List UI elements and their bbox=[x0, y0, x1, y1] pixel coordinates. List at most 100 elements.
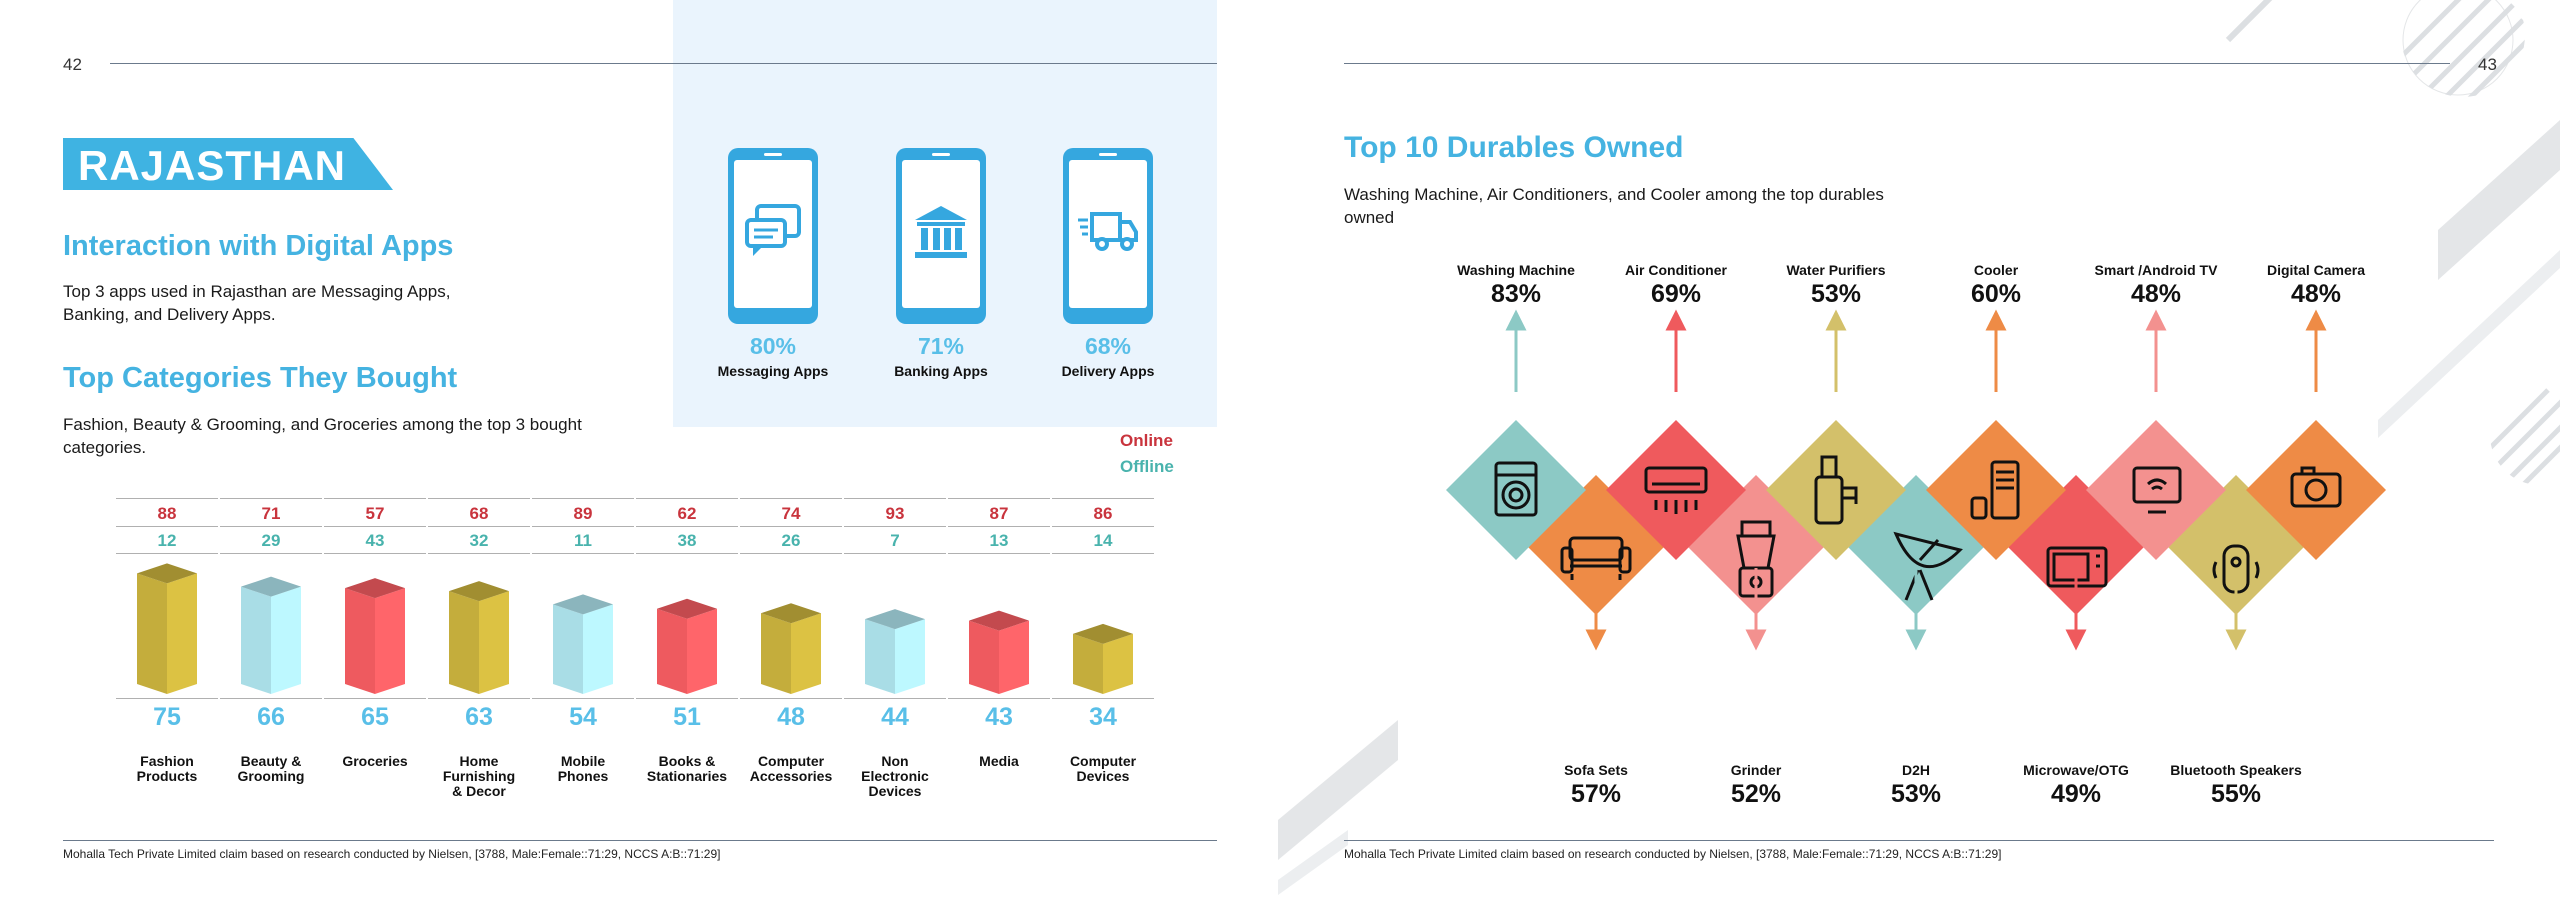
offline-value: 12 bbox=[157, 531, 177, 550]
durable-percent: 83% bbox=[1490, 280, 1542, 308]
bar-front-right bbox=[1103, 633, 1133, 694]
bar-front-right bbox=[791, 613, 821, 694]
row-divider bbox=[220, 498, 322, 499]
online-value: 62 bbox=[677, 504, 697, 523]
offline-value: 43 bbox=[365, 531, 385, 550]
row-divider bbox=[116, 498, 218, 499]
bar-top bbox=[553, 594, 613, 615]
row-divider bbox=[1052, 698, 1154, 699]
total-value: 43 bbox=[985, 703, 1013, 731]
bar-top bbox=[345, 578, 405, 599]
durable-smart-tv: Smart /Android TV 48% bbox=[2076, 262, 2236, 309]
durable-percent: 48% bbox=[2130, 280, 2182, 308]
diamond-water-purifier bbox=[1766, 420, 1906, 560]
bar-top bbox=[865, 609, 925, 630]
water-purifier-icon bbox=[1814, 455, 1858, 525]
offline-value: 7 bbox=[890, 531, 900, 550]
diamond-camera bbox=[2246, 420, 2386, 560]
row-divider bbox=[116, 526, 218, 527]
bar-front-right bbox=[583, 604, 613, 694]
row-divider bbox=[948, 698, 1050, 699]
durable-name: Washing Machine bbox=[1457, 262, 1575, 278]
bar-front-left bbox=[657, 608, 687, 694]
online-value: 86 bbox=[1093, 504, 1113, 523]
legend-online: Online bbox=[1120, 431, 1173, 450]
header-rule-left bbox=[110, 63, 1217, 64]
total-value: 66 bbox=[257, 703, 285, 731]
sofa-icon bbox=[1560, 536, 1632, 580]
bar-3d bbox=[865, 609, 925, 694]
bar-3d bbox=[345, 578, 405, 694]
row-divider bbox=[532, 698, 634, 699]
total-value: 51 bbox=[673, 703, 701, 731]
categories-description: Fashion, Beauty & Grooming, and Grocerie… bbox=[63, 415, 582, 457]
bar-front-left bbox=[553, 604, 583, 694]
durable-name: Digital Camera bbox=[2266, 262, 2366, 278]
diamond-smart-tv bbox=[2086, 420, 2226, 560]
row-divider bbox=[532, 553, 634, 554]
durable-digital-camera: Digital Camera 48% bbox=[2236, 262, 2396, 309]
category-label: Fashion Products bbox=[136, 753, 198, 784]
bar-front-right bbox=[687, 608, 717, 694]
bar-3d bbox=[657, 598, 717, 694]
durable-percent: 60% bbox=[1970, 280, 2022, 308]
diamond-cooler bbox=[1926, 420, 2066, 560]
row-divider bbox=[636, 526, 738, 527]
row-divider bbox=[428, 498, 530, 499]
offline-value: 32 bbox=[469, 531, 489, 550]
offline-value: 26 bbox=[781, 531, 801, 550]
bar-front-right bbox=[895, 619, 925, 694]
row-divider bbox=[740, 698, 842, 699]
row-divider bbox=[1052, 526, 1154, 527]
durable-name: D2H bbox=[1901, 762, 1930, 778]
total-value: 65 bbox=[361, 703, 389, 731]
total-value: 34 bbox=[1089, 703, 1117, 731]
bar-front-right bbox=[999, 620, 1029, 694]
bar-front-left bbox=[969, 620, 999, 694]
diamond-air-conditioner bbox=[1606, 420, 1746, 560]
offline-value: 14 bbox=[1093, 531, 1113, 550]
bar-top bbox=[969, 610, 1029, 631]
online-value: 71 bbox=[261, 504, 281, 523]
durable-name: Smart /Android TV bbox=[2094, 262, 2218, 278]
row-divider bbox=[428, 553, 530, 554]
online-value: 57 bbox=[365, 504, 385, 523]
bar-3d bbox=[449, 581, 509, 694]
app-label-delivery: Delivery Apps bbox=[1061, 363, 1155, 379]
durable-percent: 53% bbox=[1890, 780, 1942, 808]
row-divider bbox=[740, 498, 842, 499]
durable-name: Microwave/OTG bbox=[2023, 762, 2129, 778]
row-divider bbox=[948, 526, 1050, 527]
state-title: RAJASTHAN bbox=[78, 142, 347, 189]
row-divider bbox=[324, 526, 426, 527]
durables-diamond-graphic bbox=[1446, 309, 2386, 651]
footer-left: Mohalla Tech Private Limited claim based… bbox=[63, 847, 721, 861]
row-divider bbox=[1052, 498, 1154, 499]
footer-right: Mohalla Tech Private Limited claim based… bbox=[1344, 847, 2002, 861]
app-label-messaging: Messaging Apps bbox=[717, 363, 829, 379]
online-value: 89 bbox=[573, 504, 593, 523]
row-divider bbox=[220, 698, 322, 699]
categories-heading: Top Categories They Bought bbox=[63, 362, 458, 394]
total-value: 44 bbox=[881, 703, 909, 731]
bar-3d bbox=[761, 603, 821, 694]
bar-3d bbox=[1073, 623, 1133, 694]
durable-percent: 55% bbox=[2210, 780, 2262, 808]
total-value: 54 bbox=[569, 703, 597, 731]
offline-value: 13 bbox=[989, 531, 1009, 550]
row-divider bbox=[220, 526, 322, 527]
durable-d2h: D2H 53% bbox=[1816, 762, 2016, 809]
durable-microwave: Microwave/OTG 49% bbox=[1976, 762, 2176, 809]
header-rule-right bbox=[1344, 63, 2450, 64]
offline-value: 11 bbox=[574, 531, 592, 550]
app-label-banking: Banking Apps bbox=[894, 363, 988, 379]
bar-front-right bbox=[271, 586, 301, 694]
bar-front-left bbox=[449, 591, 479, 694]
bar-front-left bbox=[761, 613, 791, 694]
cooler-icon bbox=[1970, 460, 2020, 520]
durable-percent: 69% bbox=[1650, 280, 1702, 308]
durable-air-conditioner: Air Conditioner 69% bbox=[1596, 262, 1756, 309]
durables-description: Washing Machine, Air Conditioners, and C… bbox=[1344, 185, 1884, 227]
bar-front-right bbox=[479, 591, 509, 694]
washing-machine-icon bbox=[1494, 461, 1538, 517]
